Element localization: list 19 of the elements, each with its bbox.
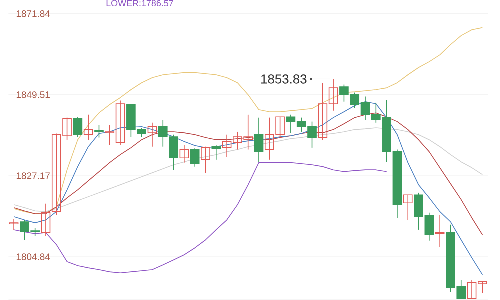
candlestick bbox=[84, 114, 94, 140]
candlestick bbox=[403, 194, 413, 221]
y-tick-label: 1849.51 bbox=[16, 92, 50, 98]
candlestick bbox=[190, 148, 200, 168]
candlestick bbox=[148, 122, 158, 148]
candlestick bbox=[73, 116, 83, 138]
candlestick bbox=[254, 117, 264, 162]
y-tick-label: 1871.84 bbox=[16, 10, 50, 18]
candlestick bbox=[9, 218, 19, 230]
annotation: 1853.83 bbox=[261, 74, 307, 84]
candlestick bbox=[41, 203, 51, 237]
candlestick bbox=[94, 124, 104, 138]
candlestick bbox=[212, 144, 222, 160]
text: LOWER:1786.57 bbox=[106, 0, 174, 7]
y-tick-label: 1827.17 bbox=[16, 172, 50, 180]
y-tick-label: 1804.84 bbox=[16, 254, 50, 260]
candlestick bbox=[435, 214, 445, 248]
candlestick bbox=[180, 144, 190, 164]
candlestick bbox=[201, 146, 210, 174]
